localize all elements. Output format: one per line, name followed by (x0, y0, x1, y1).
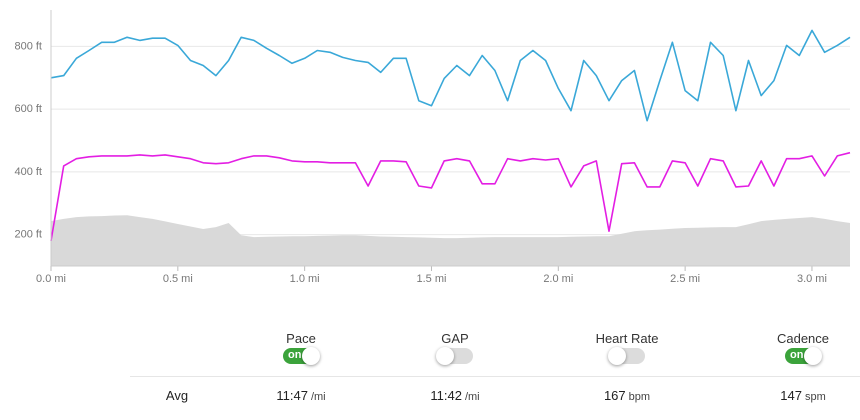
metric-name: Cadence (776, 331, 830, 346)
value: 147 (780, 388, 802, 403)
avg-value: 167 bpm (557, 388, 697, 403)
toggle-knob (436, 347, 454, 365)
x-tick-label: 3.0 mi (797, 273, 827, 285)
separator (130, 376, 860, 377)
toggle-label: on (790, 349, 804, 361)
avg-value: 11:47/mi (231, 388, 371, 403)
x-tick-label: 0.5 mi (163, 273, 193, 285)
toggle-knob (302, 347, 320, 365)
x-tick-label: 1.0 mi (290, 273, 320, 285)
chart: 200 ft 400 ft 600 ft 800 ft 0.0 mi 0.5 mi 1.0 … (14, 10, 851, 285)
unit: bpm (628, 391, 651, 403)
value: 167 (603, 388, 626, 403)
unit: /mi (464, 391, 480, 403)
series-line (50, 151, 851, 242)
series-line (50, 29, 851, 122)
toggle[interactable]: on (785, 347, 822, 365)
metric-name: GAP (441, 331, 469, 346)
toggle-knob (804, 347, 822, 365)
y-tick-label: 600 ft (14, 103, 42, 115)
toggle-knob (608, 347, 626, 365)
toggle-label: on (288, 349, 302, 361)
x-tick-label: 2.0 mi (543, 273, 573, 285)
metric-name: Heart Rate (595, 331, 659, 346)
avg-value: 147 spm (733, 388, 860, 403)
x-tick-label: 1.5 mi (416, 273, 446, 285)
area (51, 215, 850, 266)
toggle[interactable] (436, 347, 473, 365)
x-tick-label: 2.5 mi (670, 273, 700, 285)
x-tick-label: 0.0 mi (36, 273, 66, 285)
unit: /mi (310, 391, 326, 403)
value: 11:42 (430, 388, 462, 403)
y-tick-label: 400 ft (14, 166, 42, 178)
toggle[interactable]: on (283, 347, 320, 365)
avg-value: 11:42/mi (385, 388, 525, 403)
y-tick-label: 800 ft (14, 40, 42, 52)
y-tick-label: 200 ft (14, 229, 42, 241)
toggle[interactable] (608, 347, 645, 365)
unit: spm (804, 391, 826, 403)
metric-name: Pace (286, 331, 316, 346)
value: 11:47 (276, 388, 308, 403)
row-label: Avg (165, 388, 189, 403)
